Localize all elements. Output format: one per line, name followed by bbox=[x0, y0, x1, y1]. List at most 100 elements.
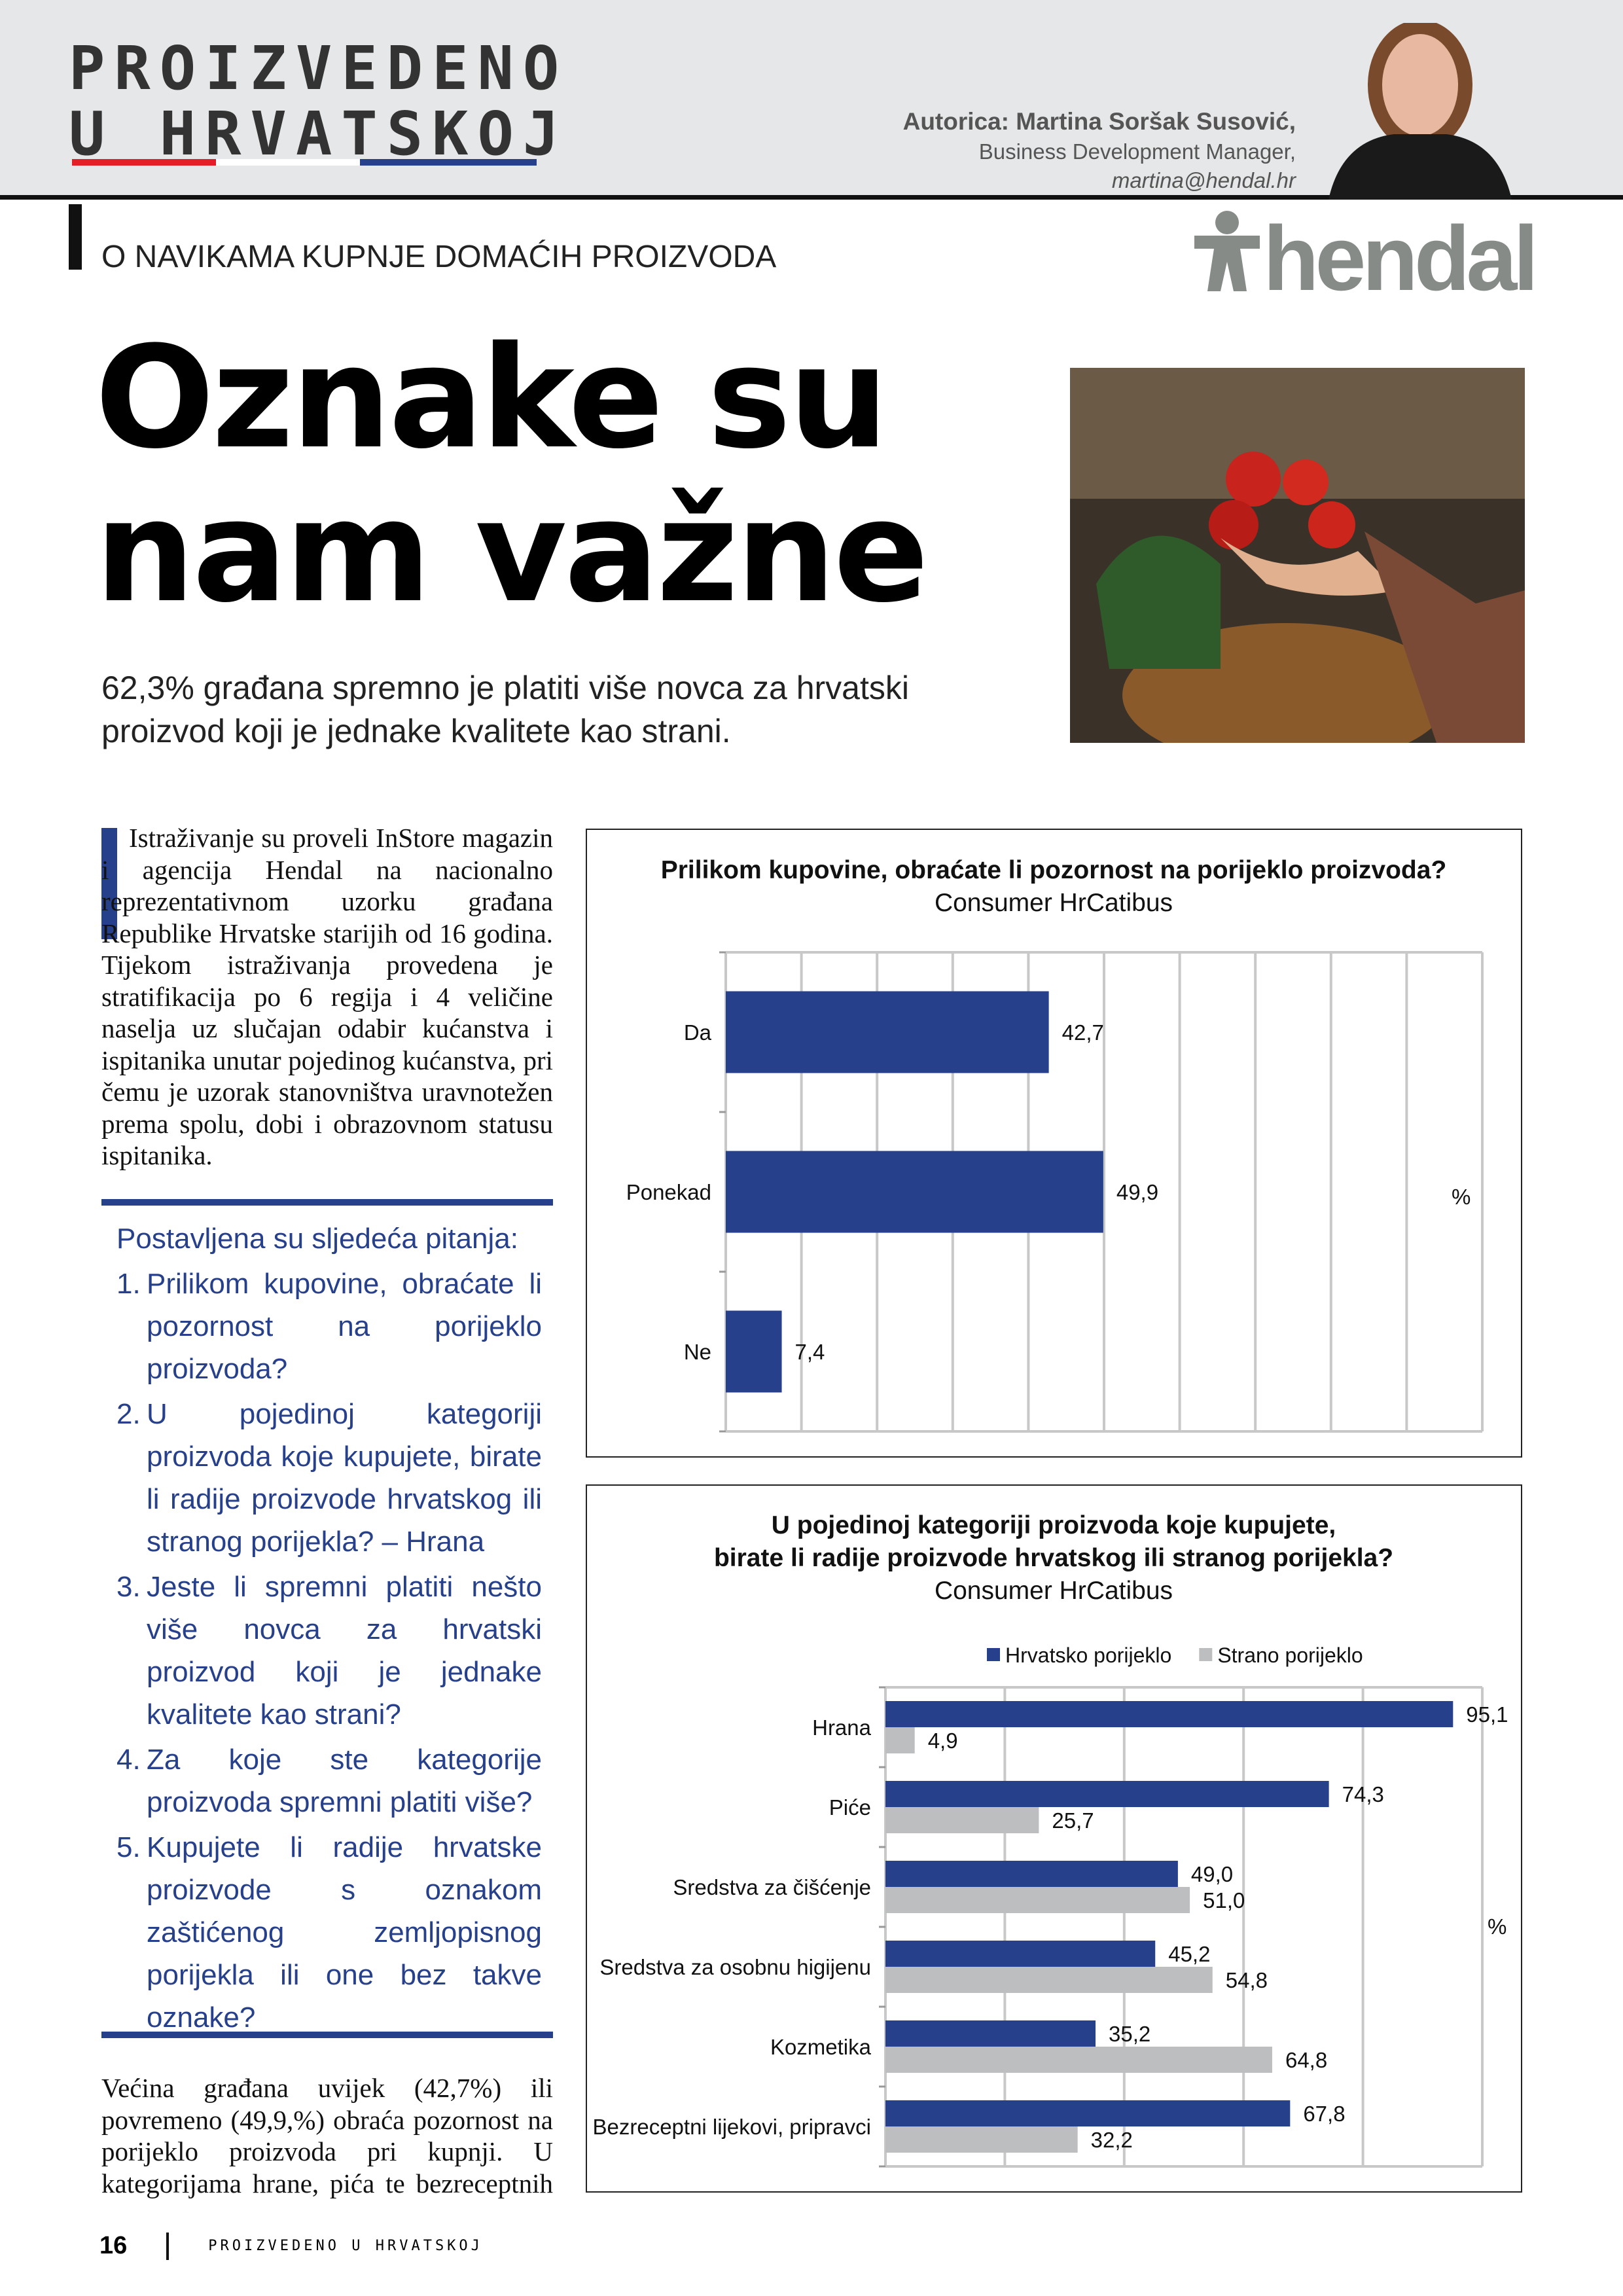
question-item: 4. Za koje ste kategorije proizvoda sprem… bbox=[116, 1738, 542, 1823]
data-label: 7,4 bbox=[795, 1340, 825, 1364]
logo-white-bar bbox=[216, 159, 360, 166]
footer-publication: PROIZVEDENO U HRVATSKOJ bbox=[208, 2238, 483, 2254]
drop-cap-bar bbox=[101, 828, 117, 939]
headline-line-2: nam važne bbox=[95, 469, 929, 634]
outro-paragraph: Većina građana uvijek (42,7%) ili povrem… bbox=[101, 2073, 553, 2198]
question-item: 1. Prilikom kupovine, obraćate li pozorno… bbox=[116, 1263, 542, 1390]
section-marker bbox=[69, 204, 82, 270]
category-label: Hrana bbox=[812, 1715, 872, 1740]
bar bbox=[885, 1941, 1156, 1967]
data-label: 32,2 bbox=[1091, 2128, 1133, 2152]
question-number: 2. bbox=[116, 1398, 141, 1430]
category-label: Sredstva za osobnu higijenu bbox=[599, 1955, 871, 1979]
category-label: Da bbox=[684, 1020, 712, 1045]
intro-paragraph: Istraživanje su proveli InStore magazin … bbox=[101, 822, 553, 1172]
footer-divider bbox=[166, 2232, 169, 2260]
bar bbox=[885, 2020, 1096, 2047]
lead-text: 62,3% građana spremno je platiti više no… bbox=[101, 670, 909, 749]
data-label: 35,2 bbox=[1109, 2022, 1150, 2046]
legend-swatch bbox=[1199, 1648, 1213, 1661]
data-label: 67,8 bbox=[1303, 2102, 1345, 2126]
question-item: 2. U pojedinoj kategoriji proizvoda koje … bbox=[116, 1393, 542, 1563]
data-label: 42,7 bbox=[1062, 1020, 1104, 1045]
category-label: Ne bbox=[684, 1340, 711, 1364]
data-label: 25,7 bbox=[1052, 1808, 1094, 1833]
logo-line-1: PROIZVEDENO bbox=[69, 33, 569, 103]
headline: Oznake su nam važne bbox=[95, 315, 929, 634]
chart-title: birate li radije proizvode hrvatskog ili… bbox=[714, 1544, 1393, 1572]
bar bbox=[885, 1727, 915, 1753]
question-item: 3. Jeste li spremni platiti nešto više no… bbox=[116, 1566, 542, 1736]
legend-label: Hrvatsko porijeklo bbox=[1005, 1643, 1171, 1667]
publication-logo: PROIZVEDENO U HRVATSKOJ bbox=[69, 36, 568, 167]
footer: 16 PROIZVEDENO U HRVATSKOJ bbox=[99, 2232, 483, 2260]
bar bbox=[726, 991, 1049, 1073]
author-role: Business Development Manager, bbox=[978, 139, 1296, 164]
hendal-logo: hendal bbox=[1191, 207, 1539, 310]
question-number: 1. bbox=[116, 1268, 141, 1300]
question-text: Za koje ste kategorije proizvoda spremni… bbox=[147, 1744, 542, 1818]
headline-line-1: Oznake su bbox=[95, 315, 889, 480]
bar bbox=[885, 1807, 1039, 1833]
question-number: 5. bbox=[116, 1831, 141, 1863]
category-label: Sredstva za čišćenje bbox=[673, 1875, 871, 1899]
question-item: 5. Kupujete li radije hrvatske proizvode … bbox=[116, 1826, 542, 2039]
author-photo bbox=[1315, 23, 1525, 200]
tomatoes-photo bbox=[1070, 368, 1525, 743]
hendal-wordmark: hendal bbox=[1263, 207, 1539, 310]
chart-subtitle: Consumer HrCatibus bbox=[935, 1577, 1173, 1605]
question-text: U pojedinoj kategoriji proizvoda koje ku… bbox=[147, 1398, 542, 1558]
logo-red-bar bbox=[72, 159, 216, 166]
unit-label: % bbox=[1488, 1914, 1507, 1939]
questions-bottom-rule bbox=[101, 2032, 553, 2038]
bar bbox=[885, 1861, 1178, 1887]
logo-line-2: U HRVATSKOJ bbox=[69, 99, 569, 169]
questions-box: Postavljena su sljedeća pitanja: 1. Prili… bbox=[116, 1217, 542, 2039]
logo-blue-bar bbox=[360, 159, 537, 166]
question-text: Jeste li spremni platiti nešto više novc… bbox=[147, 1571, 542, 1731]
legend-label: Strano porijeklo bbox=[1217, 1643, 1363, 1667]
author-email[interactable]: martina@hendal.hr bbox=[1111, 168, 1296, 192]
data-label: 54,8 bbox=[1226, 1968, 1268, 1992]
intro-text: Istraživanje su proveli InStore magazin … bbox=[101, 823, 553, 1170]
bar bbox=[726, 1310, 782, 1393]
hendal-person-icon bbox=[1194, 211, 1260, 291]
category-label: Kozmetika bbox=[770, 2035, 872, 2059]
data-label: 4,9 bbox=[928, 1729, 958, 1753]
data-label: 95,1 bbox=[1466, 1702, 1508, 1727]
question-number: 3. bbox=[116, 1571, 141, 1603]
page-number: 16 bbox=[99, 2232, 128, 2259]
data-label: 51,0 bbox=[1203, 1888, 1245, 1912]
author-block: Autorica: Martina Soršak Susović, Busine… bbox=[903, 108, 1296, 193]
question-text: Kupujete li radije hrvatske proizvode s … bbox=[147, 1831, 542, 2034]
bar bbox=[726, 1151, 1103, 1233]
data-label: 64,8 bbox=[1285, 2048, 1327, 2072]
bar bbox=[885, 1967, 1213, 1993]
data-label: 74,3 bbox=[1342, 1782, 1384, 1806]
questions-heading: Postavljena su sljedeća pitanja: bbox=[116, 1223, 518, 1255]
unit-label: % bbox=[1452, 1185, 1471, 1209]
bar bbox=[885, 2100, 1291, 2126]
chart-title: Prilikom kupovine, obraćate li pozornost… bbox=[661, 856, 1447, 884]
category-label: Piće bbox=[829, 1795, 871, 1820]
bar bbox=[885, 1701, 1454, 1727]
section-label: O NAVIKAMA KUPNJE DOMAĆIH PROIZVODA bbox=[101, 240, 777, 274]
questions-top-rule bbox=[101, 1199, 553, 1206]
category-label: Bezreceptni lijekovi, pripravci bbox=[592, 2115, 871, 2139]
bar bbox=[885, 2047, 1272, 2073]
bar bbox=[885, 1887, 1190, 1913]
chart-2-frame bbox=[586, 1484, 1522, 2193]
bar bbox=[885, 2126, 1078, 2153]
bar bbox=[885, 1781, 1329, 1807]
question-number: 4. bbox=[116, 1744, 141, 1776]
legend-swatch bbox=[987, 1648, 1000, 1661]
data-label: 49,0 bbox=[1191, 1862, 1233, 1886]
question-text: Prilikom kupovine, obraćate li pozornost… bbox=[147, 1268, 542, 1385]
author-name: Autorica: Martina Soršak Susović, bbox=[902, 108, 1296, 135]
data-label: 49,9 bbox=[1116, 1180, 1158, 1204]
category-label: Ponekad bbox=[626, 1180, 711, 1204]
chart-subtitle: Consumer HrCatibus bbox=[935, 889, 1173, 917]
header-band: PROIZVEDENO U HRVATSKOJ Autorica: Martin… bbox=[0, 0, 1623, 200]
data-label: 45,2 bbox=[1168, 1942, 1210, 1966]
